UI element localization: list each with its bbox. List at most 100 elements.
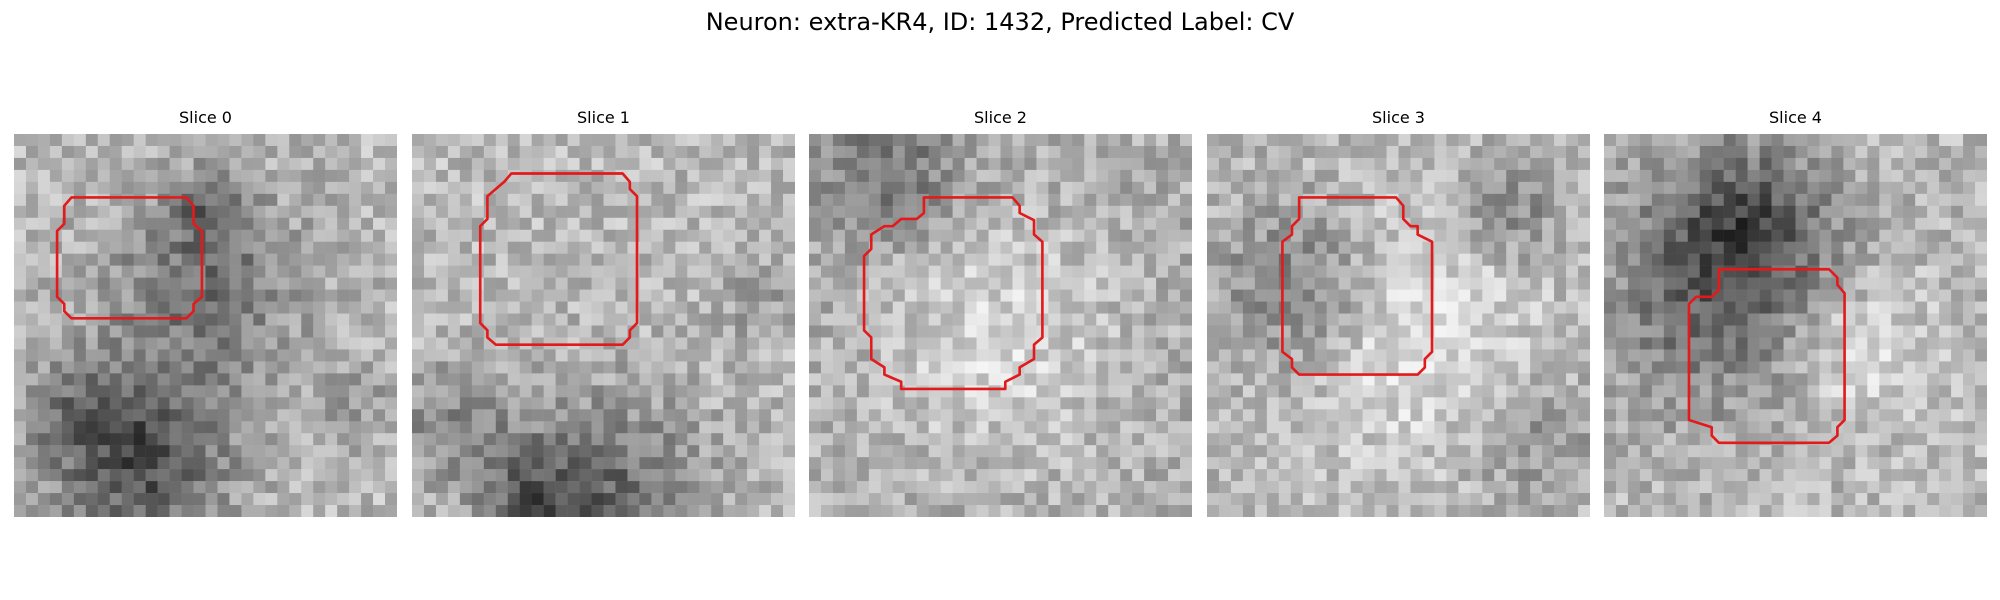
pixel [1819,397,1832,410]
pixel [289,169,302,183]
pixel [1783,205,1796,219]
pixel [1326,289,1339,302]
pixel [349,457,362,470]
pixel [1578,229,1590,242]
pixel [1374,505,1387,517]
pixel [1218,433,1232,446]
pixel [277,469,290,482]
pixel [844,289,858,302]
pixel [229,361,242,374]
pixel [723,265,736,278]
pixel [49,337,63,350]
pixel [1604,325,1617,338]
pixel [241,433,254,446]
pixel [615,313,628,326]
pixel [1120,301,1133,314]
pixel [1903,217,1916,230]
pixel [1783,397,1796,410]
pixel [1326,433,1339,446]
pixel [904,505,917,517]
pixel [1867,217,1880,230]
pixel [952,493,965,506]
pixel [435,397,449,410]
pixel [373,361,386,374]
pixel [1386,145,1399,159]
pixel [639,241,652,254]
panel-title-slice-3: Slice 3 [1372,108,1425,127]
pixel [880,421,894,434]
pixel [1338,289,1351,302]
pixel [1434,217,1447,230]
pixel [735,217,748,230]
pixel [1207,469,1220,482]
pixel [507,265,520,278]
pixel [265,421,278,434]
pixel [14,469,27,482]
pixel [531,301,544,314]
pixel [783,301,795,314]
pixel [1759,181,1772,195]
pixel [1975,289,1987,302]
pixel [1566,253,1579,266]
pixel [1000,134,1013,147]
pixel [49,409,63,422]
pixel [1386,505,1399,517]
pixel [1927,169,1940,183]
pixel [759,349,772,362]
pixel [1903,313,1916,326]
pixel [1578,325,1590,338]
pixel [1927,397,1940,410]
pixel [1168,349,1181,362]
pixel [1458,229,1471,242]
pixel [1542,169,1555,183]
pixel [313,217,326,230]
pixel [1302,229,1315,242]
pixel [1024,361,1037,374]
pixel [1831,385,1844,398]
pixel [1314,181,1327,195]
pixel [1362,145,1375,159]
pixel [1000,337,1013,350]
pixel [771,373,784,386]
pixel [1386,289,1399,302]
pixel [229,385,242,398]
pixel [1506,385,1519,398]
pixel [1326,469,1339,482]
pixel [1518,349,1531,362]
pixel [1482,229,1495,242]
slice-2-canvas [809,134,1192,517]
pixel [121,277,134,290]
pixel [1903,169,1916,183]
slice-3-canvas [1207,134,1590,517]
pixel [723,253,736,266]
pixel [193,493,206,506]
pixel [109,301,122,314]
pixel [543,253,556,266]
pixel [1578,265,1590,278]
pixel [1434,397,1447,410]
pixel [1783,193,1796,207]
pixel [1084,134,1097,147]
pixel [1084,325,1097,338]
pixel [844,325,858,338]
pixel [337,181,350,195]
pixel [109,373,122,386]
pixel [964,445,977,458]
pixel [61,457,75,470]
pixel [373,134,386,147]
pixel [1278,265,1292,278]
pixel [1386,469,1399,482]
pixel [1446,385,1459,398]
pixel [121,409,134,422]
pixel [1326,229,1339,242]
pixel [1903,193,1916,207]
pixel [1627,385,1641,398]
pixel [1578,157,1590,171]
pixel [675,301,688,314]
pixel [1422,385,1435,398]
pixel [1024,397,1037,410]
pixel [1711,325,1724,338]
pixel [1639,445,1653,458]
pixel [928,277,941,290]
pixel [169,301,182,314]
